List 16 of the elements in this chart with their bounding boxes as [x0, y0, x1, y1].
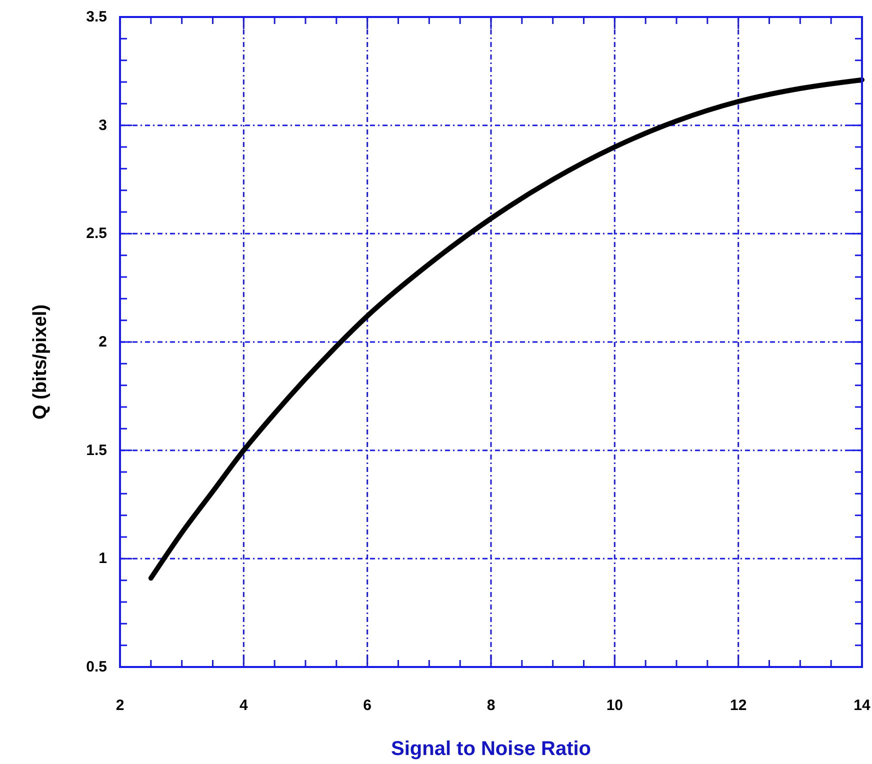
y-tick-label: 1.5 — [86, 442, 107, 459]
x-tick-label: 8 — [486, 697, 496, 714]
x-tick-label: 10 — [606, 697, 624, 714]
y-tick-label: 2.5 — [86, 225, 107, 242]
x-tick-label: 2 — [116, 697, 124, 714]
y-tick-label: 3.5 — [86, 8, 107, 26]
x-tick-label: 6 — [363, 697, 372, 714]
y-tick-label: 3 — [98, 116, 107, 134]
x-tick-label: 4 — [239, 697, 248, 714]
y-tick-label: 2 — [98, 334, 107, 350]
x-axis-title: Signal to Noise Ratio — [390, 738, 592, 760]
x-tick-label: 12 — [730, 697, 747, 714]
x-tick-label: 14 — [854, 697, 871, 714]
y-tick-label: 0.5 — [86, 658, 107, 676]
y-axis-title: Q (bits/pixel) — [30, 304, 51, 420]
y-tick-label: 1 — [98, 550, 107, 568]
